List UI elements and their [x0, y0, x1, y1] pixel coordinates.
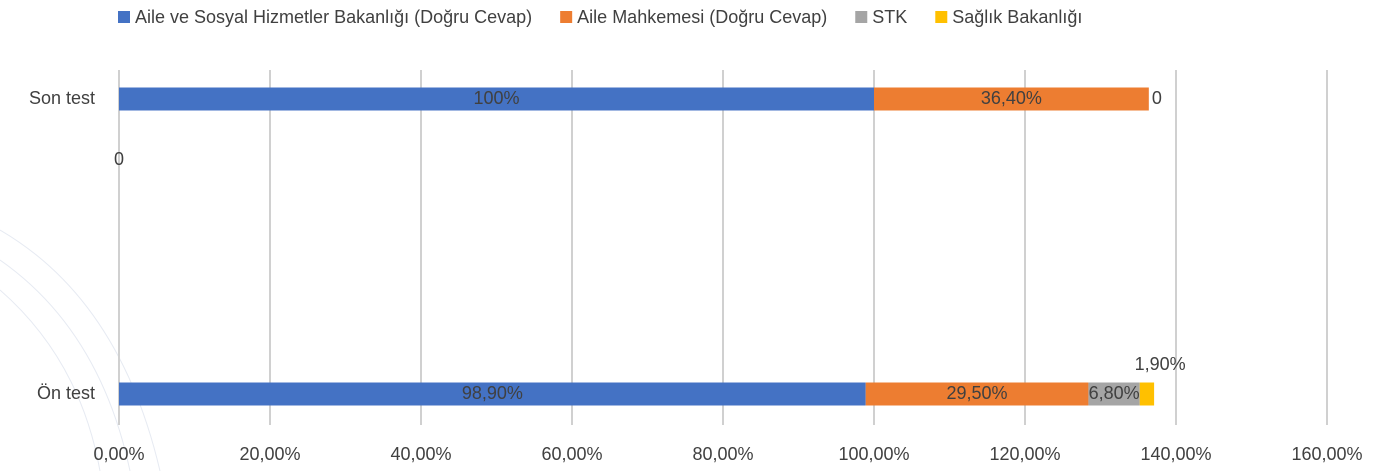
y-tick-label: Son test	[29, 88, 95, 108]
bar-segment	[1139, 382, 1155, 406]
data-label: 98,90%	[462, 383, 523, 403]
legend-label: Sağlık Bakanlığı	[952, 7, 1082, 27]
bar-segment	[119, 87, 874, 111]
legend-label: STK	[872, 7, 907, 27]
legend-label: Aile ve Sosyal Hizmetler Bakanlığı (Doğr…	[135, 7, 532, 27]
data-label: 1,90%	[1135, 354, 1186, 374]
data-label: 6,80%	[1089, 383, 1140, 403]
data-label: 0	[114, 149, 124, 169]
x-tick-label: 20,00%	[239, 444, 300, 464]
bar-segment	[119, 382, 866, 406]
data-label: 29,50%	[947, 383, 1008, 403]
x-tick-label: 140,00%	[1140, 444, 1211, 464]
data-label: 100%	[473, 88, 519, 108]
data-label: 0	[1152, 88, 1162, 108]
x-tick-label: 80,00%	[692, 444, 753, 464]
legend-swatch	[855, 11, 868, 23]
background-decoration	[0, 229, 161, 472]
x-tick-label: 160,00%	[1291, 444, 1362, 464]
x-tick-label: 120,00%	[989, 444, 1060, 464]
x-tick-label: 100,00%	[838, 444, 909, 464]
legend-label: Aile Mahkemesi (Doğru Cevap)	[577, 7, 827, 27]
legend-swatch	[118, 11, 130, 23]
x-tick-label: 60,00%	[541, 444, 602, 464]
x-tick-label: 0,00%	[93, 444, 144, 464]
bar-segment	[874, 87, 1149, 111]
legend-swatch	[935, 11, 948, 23]
bar-segment	[1088, 382, 1140, 406]
x-tick-label: 40,00%	[390, 444, 451, 464]
y-tick-label: Ön test	[37, 383, 95, 403]
legend-swatch	[560, 11, 573, 23]
data-label: 36,40%	[981, 88, 1042, 108]
bar-segment	[865, 382, 1089, 406]
